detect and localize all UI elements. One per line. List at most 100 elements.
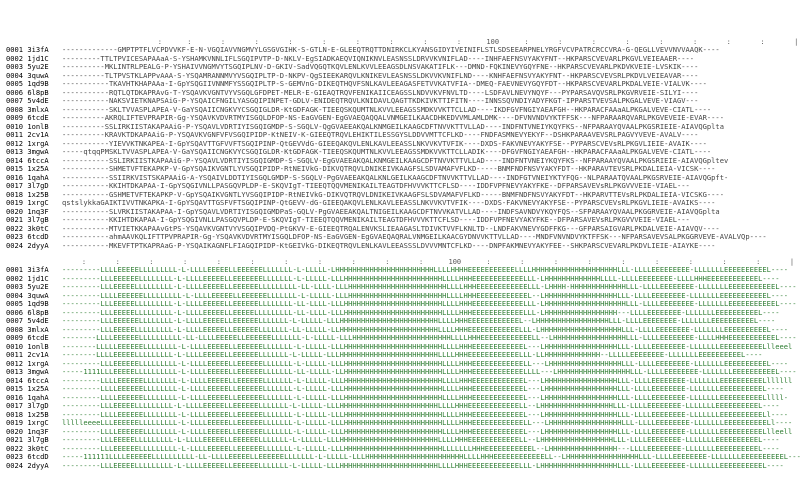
sequence-alignment-block: : : : : : : : : : : 100 : : : : : : : : … [6, 38, 798, 250]
secondary-structure-row: 0012 1xrgA ---------LLLEEEEEELLLLLLLLL-L-… [6, 358, 800, 369]
sequence-ruler: : : : : : : : : : : 100 : : : : : : : : … [6, 38, 799, 46]
secondary-structure-row: 0021 3l7gB ---------LLLEEEEELLLLLLLLL-L-L… [6, 435, 800, 445]
secondary-structure-string: ---------LLLEEEEELLLLLLLLL-L-LLLLEEEEELL… [62, 324, 789, 334]
aligned-sequence: ----------SSLIRKIISTAKAPAAiG-P-YSQAVLVDR… [62, 121, 724, 131]
secondary-structure-string: llllleeeeLLLEEEEEELLLLLLLLL-L-LLLLEEEEEL… [62, 418, 793, 427]
secondary-structure-row: 0008 3mlxA ---------LLLEEEEELLLLLLLLL-L-L… [6, 324, 800, 335]
row-label: 0022 3k0tC [6, 443, 49, 453]
sequence-row: 0008 3mlxA -----------SKLTVVASPLAPEA-V-Ga… [6, 104, 798, 115]
sequence-row: 0017 3l7gD -----------KKIHTDKAPAA-I-GpYSQ… [6, 181, 798, 191]
aligned-sequence: -----------ahmAAVKQLIFTTPVPRAPIR-Gg-YSQA… [62, 232, 767, 241]
sequence-row: 0023 6tcdD -----------ahmAAVKQLIFTTPVPRAP… [6, 232, 798, 242]
secondary-structure-string: ---------LLLEEEEELLLLLLLLL-L-LLLLEEEEELL… [62, 299, 797, 308]
aligned-sequence: -----------KKIHTDKAPAA-I-GpYSQGIVNLLPASG… [62, 181, 690, 190]
aligned-sequence: -----------MTVIETKKAPAAvGtPS-YSQAVKVGNTV… [62, 223, 720, 233]
aligned-sequence: qstslykkaGAIKTIVVTNKAPKA-I-GpYSQAVTTGSFV… [62, 198, 716, 207]
row-label: 0014 6tccA [6, 155, 49, 165]
secondary-structure-string: --------LLLLLEEEEEELLLLLLLL-L-LLLLEEEEEL… [62, 341, 793, 351]
secondary-structure-row: 0005 1qd9B ---------LLLEEEEELLLLLLLLL-L-L… [6, 299, 800, 309]
secondary-structure-row: 0002 1jd1C ---------LLLEEEEEELLLLLLLL-L-L… [6, 274, 800, 284]
row-label: 0020 1nq3F [6, 206, 49, 216]
secondary-structure-row: 0022 3k0tC ---------LLLEEEEEELLLLLLLLL-L-… [6, 443, 800, 454]
secondary-structure-row: 0003 5yu2E ---------LLLEEEEELLLLLLLLL-L-L… [6, 282, 800, 292]
aligned-sequence: -----------YIEVVKTNKAPEA-I-GpYSQAVTTGFVV… [62, 138, 707, 148]
secondary-structure-rows: 0001 3i3fA ---------LLLLEEEEELLLLLLLLL-L-… [6, 265, 800, 471]
row-label: 0006 6l8pB [6, 87, 49, 97]
secondary-structure-row: 0016 1qahA ---------LLLLEEEEEELLLLLLLL-L-… [6, 392, 800, 403]
sequence-row: 0001 3i3fA -------------GMPTPTFLVCPDVVKF-… [6, 45, 798, 55]
secondary-structure-string: ---------LLLEEEEELLLLLLLLL-L-LLLLEEEEELL… [62, 435, 780, 444]
secondary-structure-string: ---------LLLLEEEEEELLLLLLLLL-L-LLLLEEEEE… [62, 290, 789, 300]
secondary-structure-row: 0011 2cv1A --------LLLLEEEEELLLLLLLLL-L-L… [6, 350, 800, 360]
aligned-sequence: ----------AKRQLIFTEVPRAPIR-Gg-YSQAVKVDVR… [62, 113, 724, 122]
row-label: 0009 6tcdE [6, 113, 49, 122]
secondary-structure-row: 0017 3l7gD ---------LLLEEEEELLLLLLLLL-L-L… [6, 401, 800, 411]
secondary-structure-string: ---------LLLLEEEEEELLLLLLLL-L-LLLLEEEEEL… [62, 384, 784, 393]
row-label: 0010 1onlB [6, 341, 49, 351]
row-label: 0018 1x25B [6, 189, 49, 199]
row-label: 0023 6tcdD [6, 232, 49, 241]
row-label: 0001 3i3fA [6, 45, 49, 54]
row-label: 0017 3l7gD [6, 181, 49, 190]
sequence-row: 0022 3k0tC -----------MTVIETKKAPAAvGtPS-Y… [6, 223, 798, 234]
sequence-row: 0012 1xrgA -----------YIEVVKTNKAPEA-I-GpY… [6, 138, 798, 149]
row-label: 0024 2dyyA [6, 460, 49, 470]
row-label: 0005 1qd9B [6, 79, 49, 88]
secondary-structure-row: 0018 1x25B ---------LLLLEEEEEELLLLLLLL-L-… [6, 409, 800, 420]
aligned-sequence: -----------SKLTVVASPLAPEA-V-GaYSQAIICNGK… [62, 104, 712, 114]
aligned-sequence: -----------SSIIRKVISTSKAPAAiG-A-YSQAIVLD… [62, 172, 729, 182]
row-label: 0003 5yu2E [6, 282, 49, 291]
secondary-structure-ruler: : : : : : : : : : : : 100 : : : : : : : … [6, 258, 795, 266]
aligned-sequence: -----------GSHMETVFTEKAPKP-V-GpYSQAIKVGN… [62, 189, 724, 199]
sequence-row: 0007 5v4dE -----------NAKSVIETKNAPSAiG-P-… [6, 96, 798, 106]
sequence-row: 0010 1onlB ----------SSLIRKIISTAKAPAAiG-P… [6, 121, 798, 132]
sequence-row: 0024 2dyyA -----------MKEVFTPTKAPRAaG-P-Y… [6, 241, 798, 251]
aligned-sequence: -----------KKIHTDKAPAA-I-GpYSQGIVNLLPASG… [62, 215, 690, 224]
row-label: 0022 3k0tC [6, 223, 49, 233]
secondary-structure-string: ---------LLLLEEEEEELLLLLLLL-L-LLLLEEEEEL… [62, 426, 793, 436]
aligned-sequence: ---------TTLTPVICESAPAAaA-S-YSHAMKVNNLIF… [62, 53, 695, 63]
secondary-structure-row: 0007 5v4dE ---------LLLEEEEEELLLLLLLL-L-L… [6, 316, 800, 326]
row-label: 0005 1qd9B [6, 299, 49, 308]
row-label: 0016 1qahA [6, 392, 49, 402]
row-label: 0007 5v4dE [6, 316, 49, 325]
secondary-structure-string: --------LLLLEEEEEELLLLLLLLLL-LL-LLLLEEEE… [62, 333, 797, 342]
sequence-row: 0004 3quwA ----------TLTPVSTKLAPPvAAA-S-Y… [6, 70, 798, 81]
secondary-structure-row: 0013 3mgwA -----1111LLLEEEEELLLLLLLLLL-L-… [6, 367, 800, 377]
sequence-row: 0016 1qahA -----------SSIIRKVISTSKAPAAiG-… [6, 172, 798, 183]
aligned-sequence: -----------NAKSVIETKNAPSAiG-P-YSQAICFNGI… [62, 96, 699, 105]
sequence-row: 0015 1x25A -----------SHMETVFTEKAPKP-V-Gp… [6, 164, 798, 174]
secondary-structure-row: 0024 2dyyA ---------LLLEEEEELLLLLLLLL-L-L… [6, 460, 800, 471]
row-label: 0008 3mlxA [6, 104, 49, 114]
row-label: 0010 1onlB [6, 121, 49, 131]
aligned-sequence: ----------KRAVKTDKAPAAiG-P-YSQAVKVGNFVFV… [62, 130, 699, 139]
row-label: 0001 3i3fA [6, 265, 49, 274]
secondary-structure-string: ---------LLLLEEEEEELLLLLLLL-L-LLLLEEEEEL… [62, 375, 793, 385]
secondary-structure-string: ---------LLLEEEEELLLLLLLLL-L-LLLLEEEEELL… [62, 282, 797, 291]
aligned-sequence: -----------SLVRKIISTAKAPAA-I-GpYSQAVLVDR… [62, 206, 720, 216]
secondary-structure-row: 0014 6tccA ---------LLLLEEEEEELLLLLLLL-L-… [6, 375, 800, 386]
sequence-rows: 0001 3i3fA -------------GMPTPTFLVCPDVVKF-… [6, 45, 798, 251]
aligned-sequence: -------------GMPTPTFLVCPDVVKF-E-N-VGQIAV… [62, 45, 720, 54]
aligned-sequence: -----qtqqPMSKLTVVASPLAPEA-V-GaYSQAIICNGK… [62, 147, 712, 156]
secondary-structure-row: 0004 3quwA ---------LLLLEEEEEELLLLLLLLL-L… [6, 290, 800, 301]
row-label: 0009 6tcdE [6, 333, 49, 342]
secondary-structure-string: ---------LLLEEEEELLLLLLLLL-L-LLLLEEEEELL… [62, 460, 784, 470]
secondary-structure-string: ---------LLLLEEEEEELLLLLLLL-L-LLLLEEEEEL… [62, 409, 789, 419]
secondary-structure-string: ---------LLLEEEEEELLLLLLLL-L-LLLLEEEEELL… [62, 316, 776, 325]
secondary-structure-row: 0019 1xrgC llllleeeeLLLEEEEEELLLLLLLLL-L-… [6, 418, 800, 428]
secondary-structure-block: : : : : : : : : : : : 100 : : : : : : : … [6, 258, 800, 470]
secondary-structure-row: 0010 1onlB --------LLLLLEEEEEELLLLLLLL-L-… [6, 341, 800, 352]
row-label: 0020 1nq3F [6, 426, 49, 436]
aligned-sequence: -----------RQTLQTDKAPRAvG-T-YSQAVKVGNTVY… [62, 87, 699, 97]
sequence-row: 0020 1nq3F -----------SLVRKIISTAKAPAA-I-G… [6, 206, 798, 217]
row-label: 0012 1xrgA [6, 358, 49, 368]
secondary-structure-row: 0009 6tcdE --------LLLLEEEEEELLLLLLLLLL-L… [6, 333, 800, 343]
aligned-sequence: -----------SSLIRKIISTKAPAAiG-P-YSQAVLVDR… [62, 155, 729, 165]
row-label: 0018 1x25B [6, 409, 49, 419]
secondary-structure-row: 0001 3i3fA ---------LLLLEEEEELLLLLLLLL-L-… [6, 265, 800, 275]
sequence-row: 0013 3mgwA -----qtqqPMSKLTVVASPLAPEA-V-Ga… [6, 147, 798, 157]
row-label: 0004 3quwA [6, 70, 49, 80]
row-label: 0021 3l7gB [6, 215, 49, 224]
